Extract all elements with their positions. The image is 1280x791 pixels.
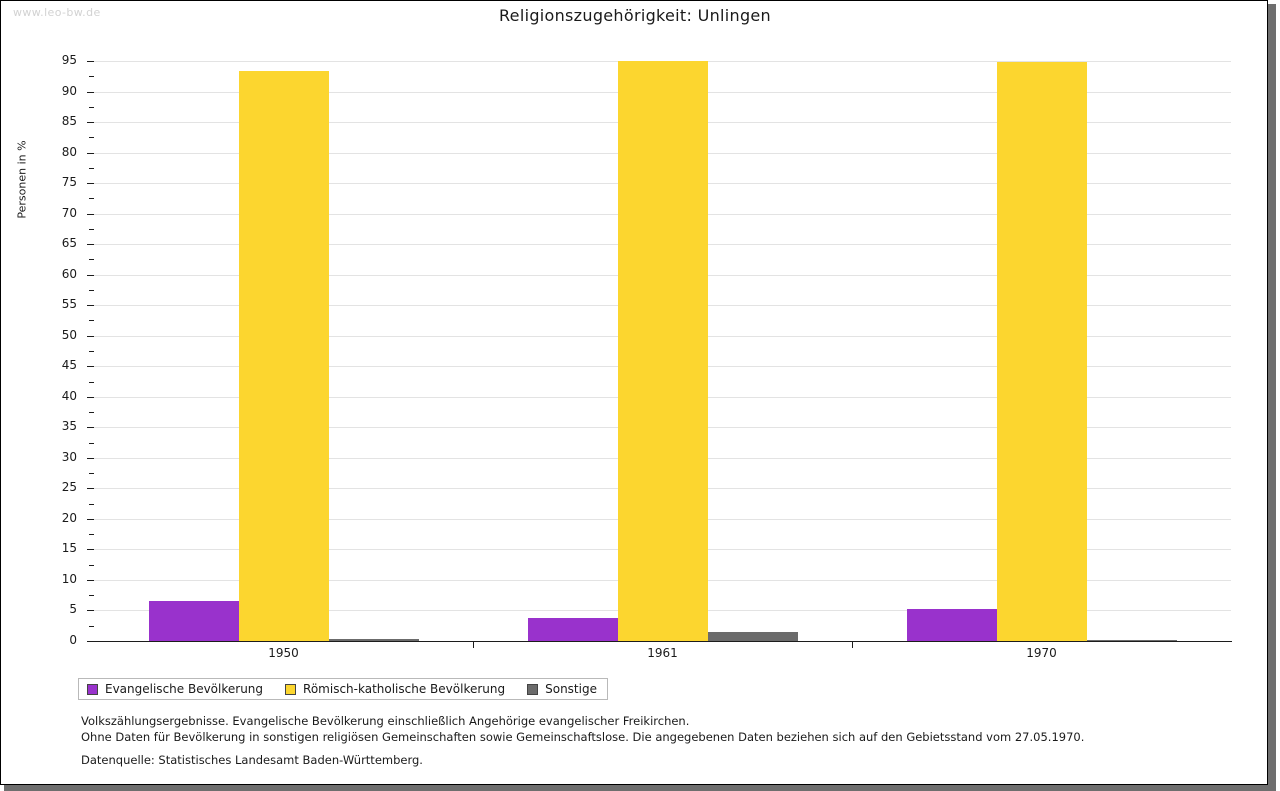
y-tick-mark-minor	[89, 289, 94, 291]
y-tick-mark-minor	[89, 534, 94, 536]
y-tick-label: 35	[61, 419, 77, 434]
y-axis-label: Personen in %	[15, 140, 29, 219]
y-tick-mark-minor	[89, 625, 94, 627]
y-tick-mark-minor	[89, 137, 94, 139]
bar	[1086, 639, 1177, 641]
y-tick-mark-minor	[89, 320, 94, 322]
chart-footnotes: Volkszählungsergebnisse. Evangelische Be…	[81, 713, 1084, 745]
y-tick-label: 65	[61, 236, 77, 251]
legend-item[interactable]: Sonstige	[527, 682, 597, 696]
y-tick-mark	[87, 183, 94, 185]
y-tick-label: 90	[61, 83, 77, 98]
bar	[527, 618, 618, 641]
chart-title: Religionszugehörigkeit: Unlingen	[498, 6, 771, 25]
y-tick-label: 20	[61, 510, 77, 525]
bar	[906, 609, 997, 641]
x-tick-label: 1950	[268, 646, 299, 660]
y-tick-label: 85	[61, 114, 77, 129]
y-tick-mark	[87, 641, 94, 642]
footnote-line-2: Ohne Daten für Bevölkerung in sonstigen …	[81, 730, 1085, 744]
x-tick-label: 1961	[647, 646, 678, 660]
y-tick-mark	[87, 457, 94, 459]
y-tick-mark	[87, 152, 94, 154]
y-tick-mark	[87, 213, 94, 215]
y-tick-label: 0	[69, 633, 77, 647]
x-tick-mark	[852, 642, 853, 648]
y-tick-mark-minor	[89, 167, 94, 169]
y-tick-mark-minor	[89, 381, 94, 383]
y-tick-mark-minor	[89, 259, 94, 261]
legend-item[interactable]: Evangelische Bevölkerung	[87, 682, 263, 696]
legend-swatch-icon	[87, 683, 98, 695]
y-tick-label: 75	[61, 175, 77, 190]
y-tick-label: 15	[61, 541, 77, 556]
y-tick-mark-minor	[89, 595, 94, 597]
y-tick-label: 40	[61, 388, 77, 403]
y-tick-label: 70	[61, 205, 77, 220]
y-tick-mark	[87, 488, 94, 490]
y-tick-mark-minor	[89, 564, 94, 566]
chart-legend: Evangelische Bevölkerung Römisch-katholis…	[78, 678, 608, 700]
y-tick-mark	[87, 610, 94, 612]
bar	[617, 61, 708, 641]
y-tick-mark-minor	[89, 351, 94, 352]
y-tick-label: 80	[61, 144, 77, 159]
y-tick-label: 10	[61, 571, 77, 586]
y-tick-mark-minor	[89, 503, 94, 505]
y-tick-label: 95	[61, 53, 77, 67]
y-tick-mark	[87, 335, 94, 337]
x-tick-mark	[473, 642, 474, 648]
y-tick-label: 50	[61, 327, 77, 342]
footnote-line-1: Volkszählungsergebnisse. Evangelische Be…	[81, 714, 690, 728]
x-axis-line	[94, 641, 1232, 642]
y-tick-label: 60	[61, 266, 77, 281]
bar	[707, 631, 798, 641]
bar	[238, 70, 329, 641]
y-tick-mark-minor	[89, 76, 94, 78]
x-tick-label: 1970	[1026, 646, 1057, 660]
legend-label: Römisch-katholische Bevölkerung	[303, 682, 506, 696]
y-tick-mark	[87, 396, 94, 398]
y-tick-label: 45	[61, 358, 77, 373]
legend-swatch-icon	[285, 683, 297, 695]
y-tick-mark-minor	[89, 106, 94, 108]
bar	[148, 601, 239, 641]
legend-item[interactable]: Römisch-katholische Bevölkerung	[285, 682, 505, 696]
y-tick-label: 55	[61, 297, 77, 312]
legend-label: Evangelische Bevölkerung	[105, 682, 264, 696]
y-tick-mark	[87, 305, 94, 307]
watermark: www.leo-bw.de	[13, 6, 101, 19]
y-tick-mark-minor	[89, 228, 94, 230]
y-tick-mark	[87, 366, 94, 368]
y-tick-mark	[87, 427, 94, 429]
y-tick-mark	[87, 579, 94, 581]
data-source-note: Datenquelle: Statistisches Landesamt Bad…	[81, 753, 423, 767]
bar	[996, 62, 1087, 641]
y-tick-mark	[87, 549, 94, 551]
legend-swatch-icon	[527, 683, 539, 695]
y-tick-mark	[87, 518, 94, 520]
y-tick-label: 5	[69, 602, 77, 617]
legend-label: Sonstige	[545, 682, 597, 696]
y-tick-mark	[87, 61, 94, 62]
y-tick-mark	[87, 122, 94, 124]
y-tick-mark-minor	[89, 412, 94, 414]
plot-area	[94, 61, 1231, 641]
y-tick-mark-minor	[89, 198, 94, 200]
y-tick-mark	[87, 244, 94, 246]
y-tick-label: 25	[61, 480, 77, 495]
y-tick-mark	[87, 274, 94, 276]
bar	[328, 639, 419, 641]
y-tick-mark	[87, 91, 94, 93]
y-tick-mark-minor	[89, 442, 94, 444]
y-tick-mark-minor	[89, 473, 94, 475]
y-tick-label: 30	[61, 449, 77, 464]
